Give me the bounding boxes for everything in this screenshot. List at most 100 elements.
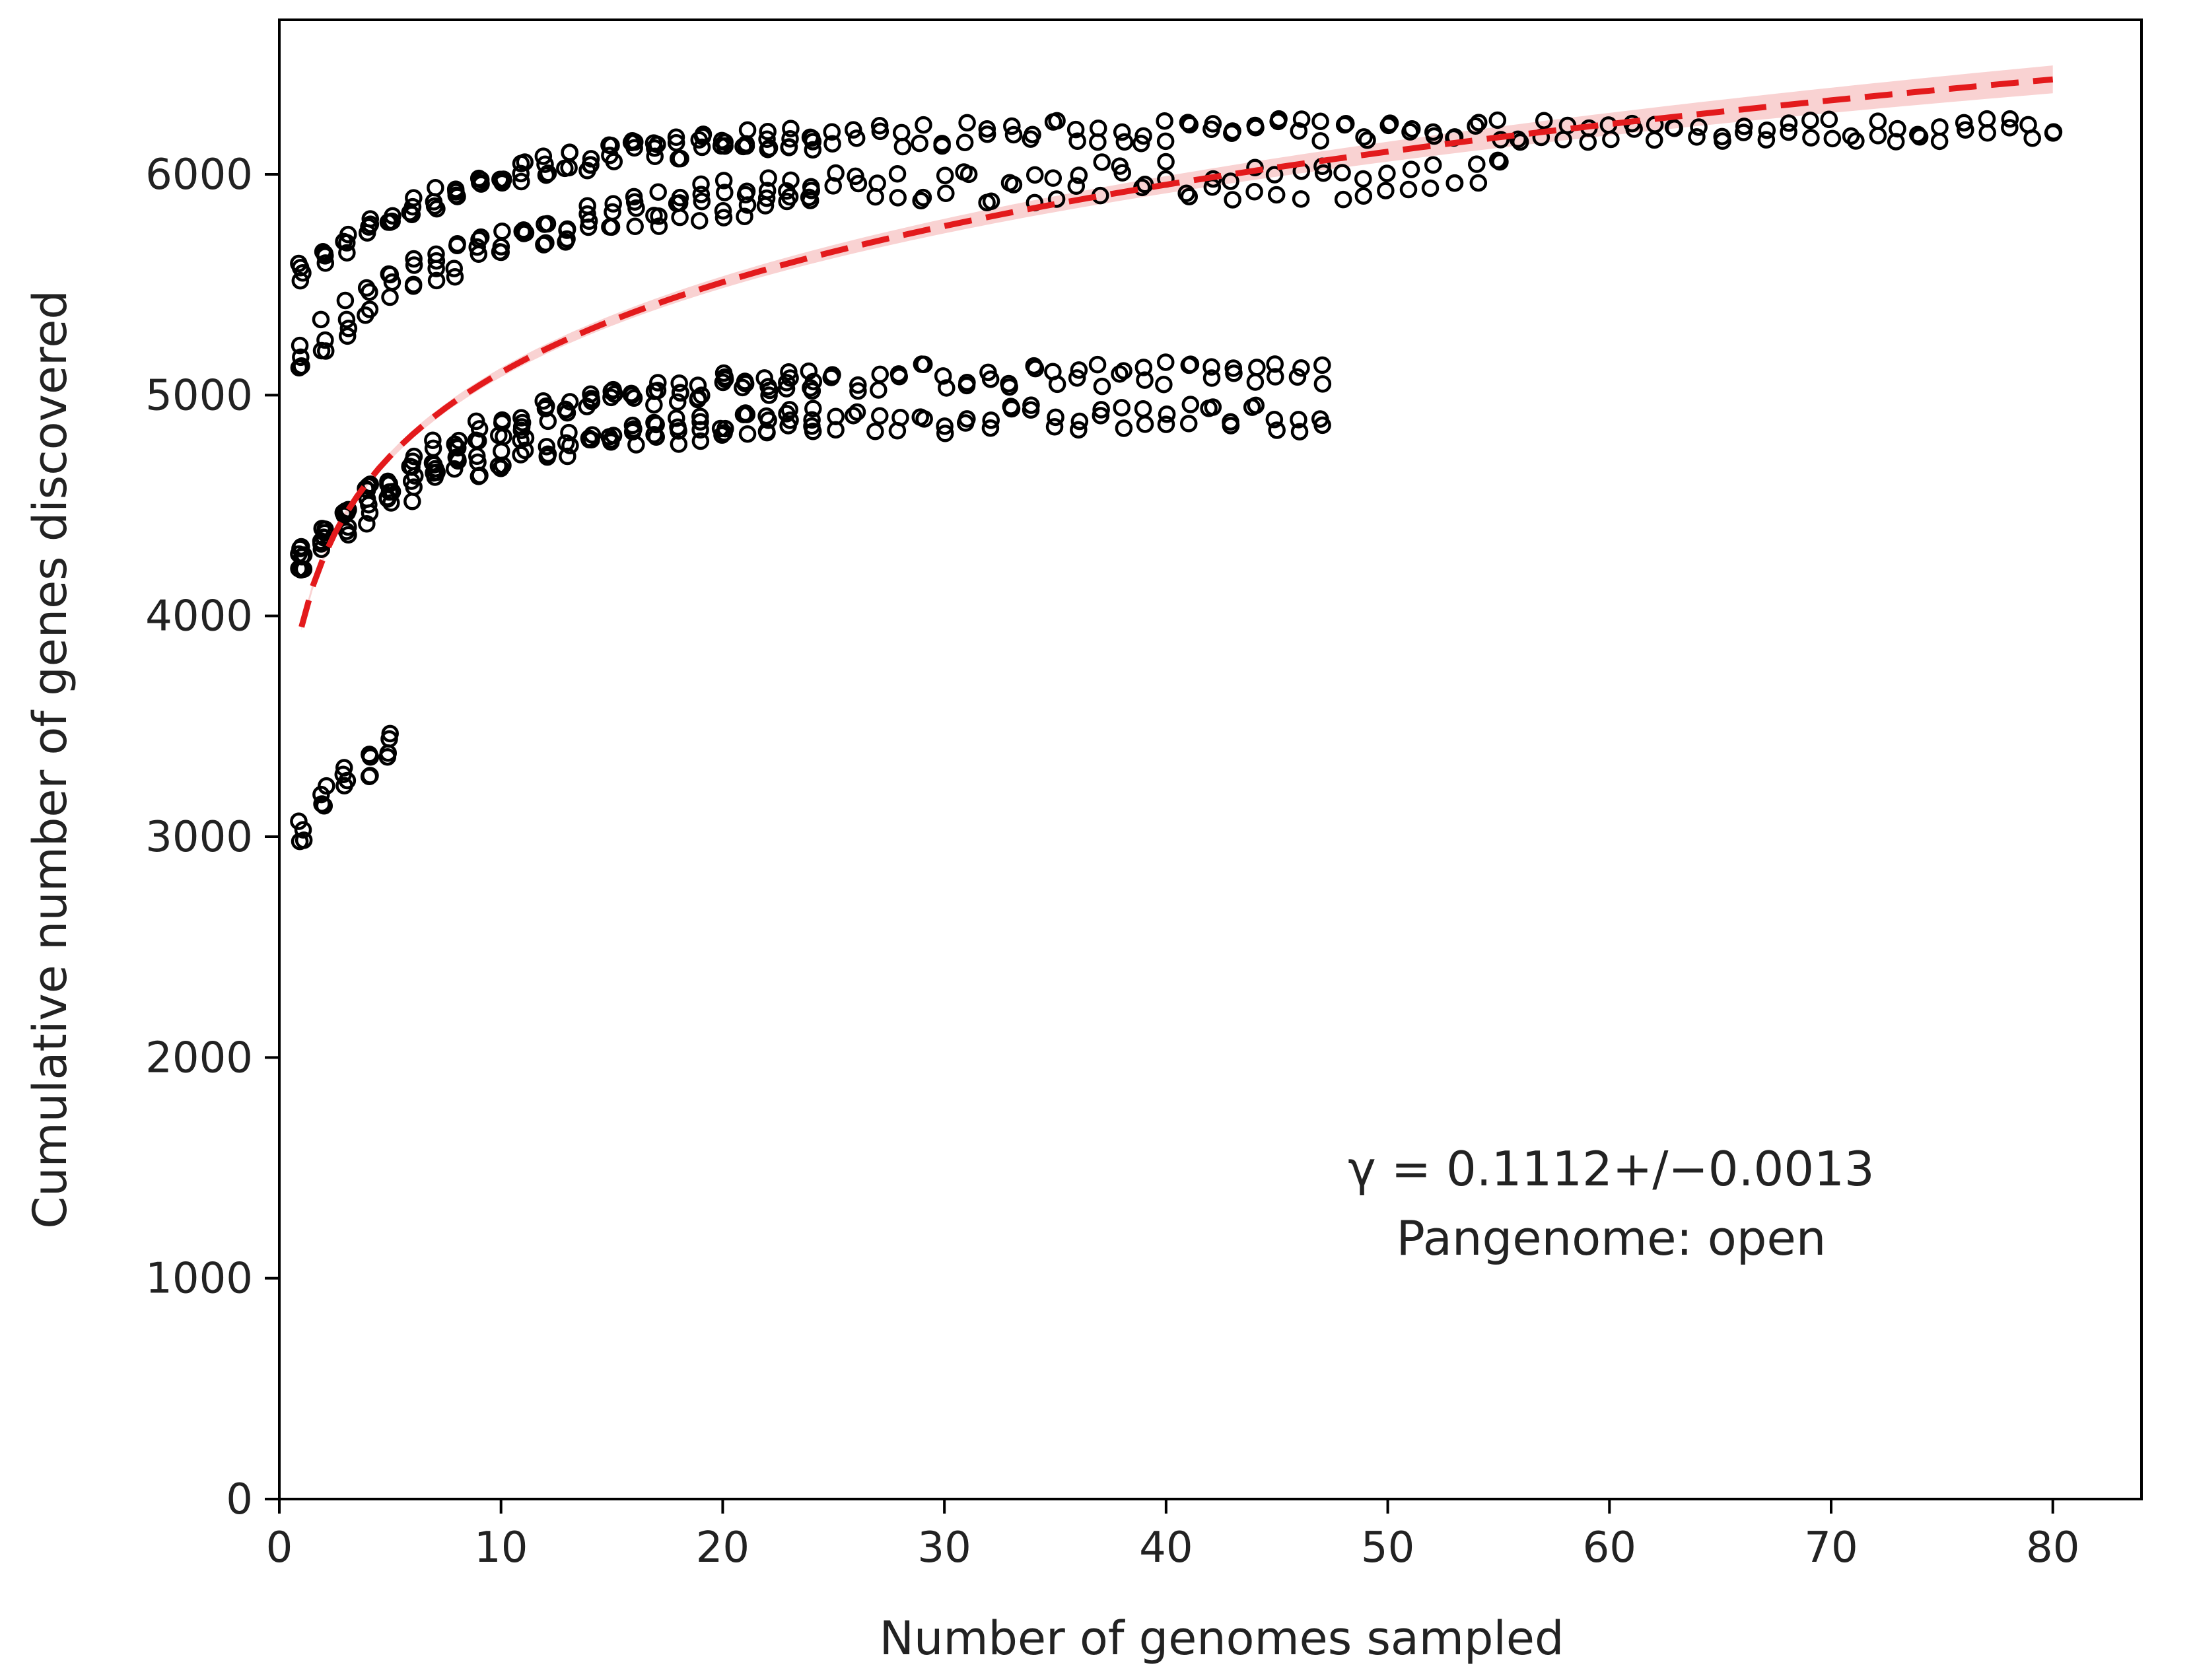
scatter-point	[1735, 118, 1753, 135]
scatter-point	[823, 123, 841, 141]
scatter-point	[649, 183, 667, 201]
scatter-point	[801, 128, 819, 147]
scatter-point	[1288, 368, 1307, 386]
scatter-point	[558, 220, 576, 238]
scatter-point	[445, 460, 464, 478]
scatter-point	[403, 205, 421, 224]
scatter-point	[1421, 179, 1440, 197]
scatter-point	[424, 439, 442, 458]
scatter-point	[318, 777, 335, 795]
scatter-point	[1004, 125, 1023, 144]
scatter-point	[536, 155, 554, 173]
scatter-point	[1243, 398, 1261, 416]
scatter-point	[312, 310, 330, 329]
scatter-point	[512, 409, 530, 427]
y-tick-label: 4000	[145, 592, 253, 641]
scatter-point	[1378, 164, 1396, 182]
scatter-point	[690, 212, 709, 230]
scatter-point	[800, 362, 818, 380]
scatter-point	[672, 149, 689, 168]
plot-area	[279, 20, 2141, 1499]
scatter-point	[427, 252, 446, 270]
scatter-point	[604, 195, 622, 213]
scatter-point	[803, 411, 821, 429]
scatter-point	[604, 203, 621, 221]
scatter-point	[1047, 408, 1064, 427]
scatter-point	[738, 405, 756, 423]
scatter-point	[1247, 119, 1265, 137]
scatter-point	[691, 432, 710, 450]
scatter-point	[538, 438, 556, 456]
scatter-point	[1003, 117, 1021, 135]
scatter-point	[871, 407, 889, 425]
scatter-point	[1180, 188, 1199, 205]
scatter-point	[1931, 118, 1949, 136]
scatter-point	[1000, 378, 1018, 396]
scatter-point	[403, 197, 422, 216]
scatter-point	[539, 164, 557, 182]
scatter-point	[602, 388, 620, 407]
scatter-point	[491, 170, 509, 188]
scatter-point	[648, 135, 666, 153]
scatter-point	[1379, 116, 1397, 135]
scatter-point	[1265, 410, 1284, 429]
scatter-point	[691, 413, 709, 431]
scatter-point	[915, 355, 933, 374]
scatter-point	[1511, 133, 1529, 151]
scatter-point	[1179, 415, 1198, 433]
scatter-point	[1354, 170, 1372, 188]
scatter-point	[1156, 132, 1175, 151]
scatter-point	[1847, 132, 1865, 150]
scatter-point	[1780, 123, 1797, 141]
scatter-point	[849, 174, 868, 193]
scatter-point	[557, 434, 575, 452]
scatter-point	[648, 382, 667, 400]
scatter-point	[358, 515, 376, 533]
scatter-point	[848, 403, 866, 421]
scatter-point	[1665, 120, 1683, 137]
scatter-point	[1136, 371, 1154, 389]
scatter-point	[1202, 120, 1220, 139]
scatter-point	[316, 331, 334, 349]
scatter-point	[1132, 134, 1150, 153]
pangenome-status-annotation: Pangenome: open	[1397, 1210, 1827, 1266]
scatter-point	[313, 520, 331, 538]
scatter-point	[823, 135, 841, 153]
scatter-point	[427, 245, 445, 263]
scatter-point	[404, 275, 423, 294]
scatter-point	[316, 342, 335, 360]
scatter-point	[1290, 122, 1308, 140]
scatter-point	[1313, 375, 1332, 393]
fit-band-area	[301, 65, 2053, 631]
fit-curve	[298, 76, 2054, 628]
y-tick-label: 5000	[145, 371, 253, 420]
scatter-point	[803, 417, 821, 435]
scatter-point	[405, 478, 423, 496]
scatter-point	[312, 540, 331, 558]
scatter-point	[1048, 375, 1066, 394]
scatter-point	[1177, 184, 1195, 203]
fit-confidence-band	[301, 65, 2053, 631]
scatter-point	[1292, 359, 1310, 377]
scatter-point	[1403, 120, 1421, 138]
scatter-point	[667, 128, 685, 146]
scatter-point	[291, 258, 310, 277]
scatter-point	[538, 397, 555, 415]
scatter-point	[556, 159, 574, 178]
scatter-point	[1224, 359, 1242, 377]
scatter-point	[958, 114, 976, 132]
scatter-point	[360, 495, 378, 514]
scatter-point	[645, 413, 663, 432]
scatter-point	[627, 199, 645, 217]
scatter-point	[978, 125, 996, 143]
scatter-point	[1758, 121, 1776, 139]
scatter-point	[936, 166, 954, 184]
scatter-point	[713, 131, 731, 150]
scatter-point	[335, 777, 353, 795]
scatter-point	[758, 423, 776, 442]
scatter-point	[849, 382, 867, 400]
scatter-point	[1714, 132, 1731, 150]
scatter-point	[1113, 399, 1131, 417]
scatter-point	[1509, 130, 1527, 149]
